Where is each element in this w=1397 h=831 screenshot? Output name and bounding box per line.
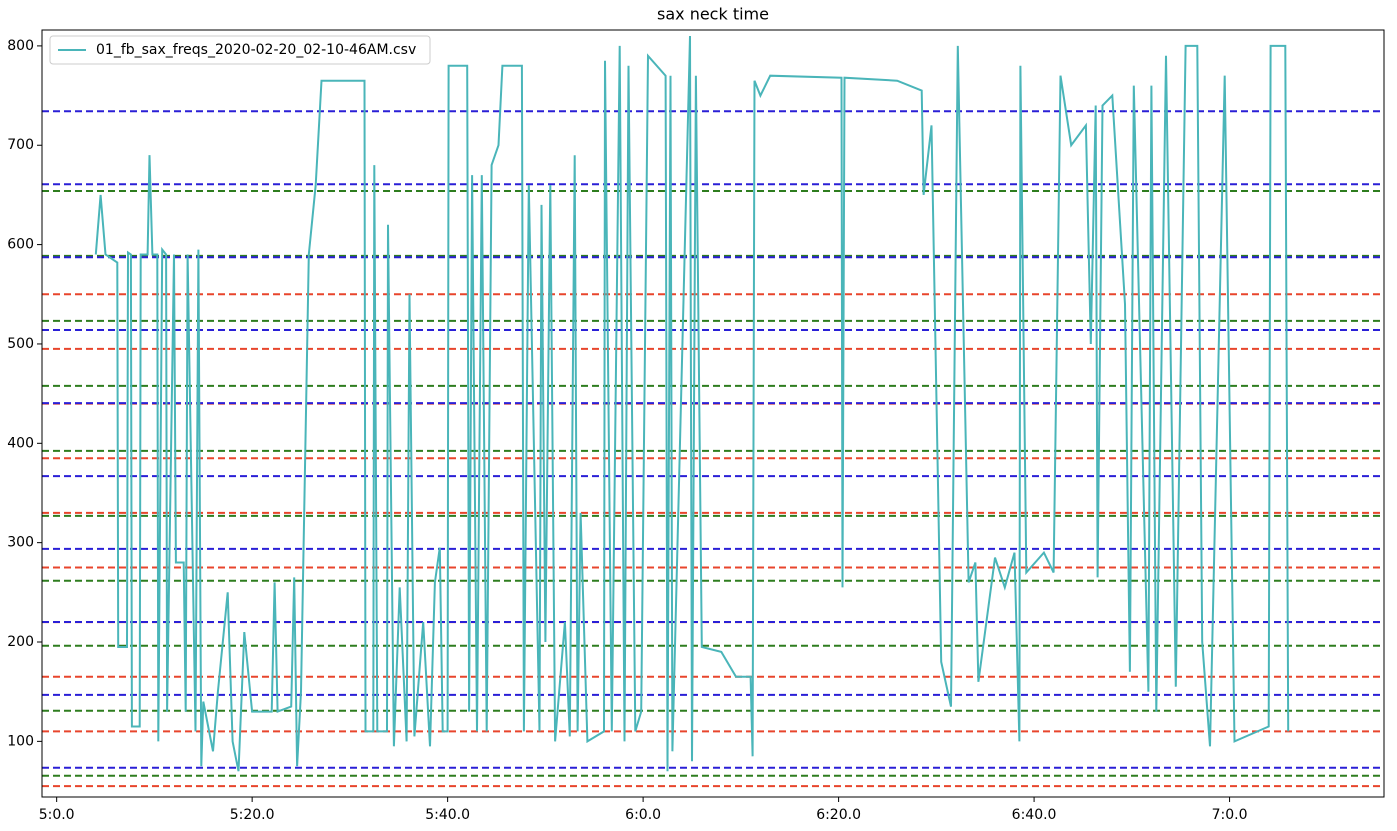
x-tick-label: 5:40.0 bbox=[425, 807, 470, 823]
y-tick-label: 300 bbox=[7, 535, 34, 551]
y-tick-label: 600 bbox=[7, 237, 34, 253]
x-tick-label: 5:0.0 bbox=[39, 807, 75, 823]
x-tick-label: 5:20.0 bbox=[230, 807, 275, 823]
x-tick-label: 6:0.0 bbox=[625, 807, 661, 823]
legend: 01_fb_sax_freqs_2020-02-20_02-10-46AM.cs… bbox=[49, 35, 431, 65]
x-tick-label: 6:20.0 bbox=[816, 807, 861, 823]
x-tick-label: 6:40.0 bbox=[1012, 807, 1057, 823]
data-line bbox=[94, 35, 1290, 772]
y-tick-label: 500 bbox=[7, 336, 34, 352]
y-tick-label: 800 bbox=[7, 38, 34, 54]
y-tick-label: 200 bbox=[7, 634, 34, 650]
plot-area bbox=[42, 35, 1384, 788]
legend-label: 01_fb_sax_freqs_2020-02-20_02-10-46AM.cs… bbox=[96, 42, 416, 58]
legend-box bbox=[49, 35, 431, 65]
y-tick-label: 700 bbox=[7, 137, 34, 153]
y-tick-label: 400 bbox=[7, 435, 34, 451]
chart-title: sax neck time bbox=[657, 5, 769, 24]
y-tick-label: 100 bbox=[7, 733, 34, 749]
x-tick-label: 7:0.0 bbox=[1212, 807, 1248, 823]
plot-frame bbox=[41, 29, 1385, 798]
